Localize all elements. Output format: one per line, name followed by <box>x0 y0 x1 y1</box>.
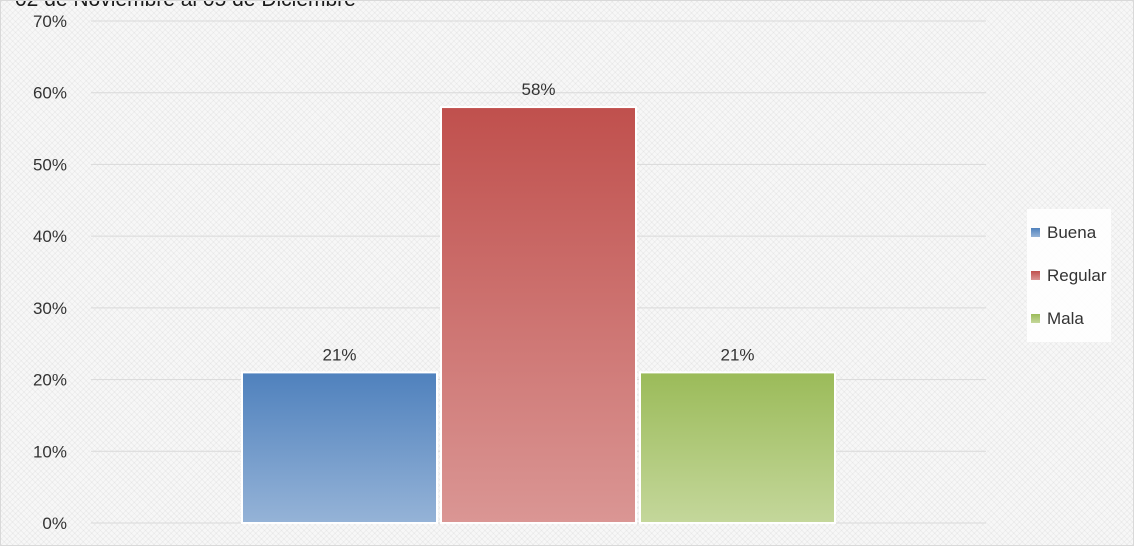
legend-item-mala: Mala <box>1031 297 1107 340</box>
y-tick-label: 60% <box>33 84 67 103</box>
chart-title: 02 de Noviembre al 05 de Diciembre <box>15 1 356 12</box>
y-tick-label: 10% <box>33 442 67 461</box>
legend-swatch <box>1031 271 1040 280</box>
legend: Buena Regular Mala <box>1027 209 1111 342</box>
y-tick-label: 30% <box>33 299 67 318</box>
bar-regular <box>440 106 637 525</box>
legend-item-regular: Regular <box>1031 254 1107 297</box>
legend-item-buena: Buena <box>1031 211 1107 254</box>
y-tick-label: 20% <box>33 371 67 390</box>
data-label-mala: 21% <box>720 345 754 364</box>
y-tick-label: 40% <box>33 227 67 246</box>
legend-swatch <box>1031 228 1040 237</box>
y-tick-label: 50% <box>33 155 67 174</box>
legend-label: Mala <box>1047 308 1084 328</box>
legend-label: Buena <box>1047 222 1097 242</box>
legend-label: Regular <box>1047 265 1107 285</box>
data-label-regular: 58% <box>521 80 555 99</box>
legend-swatch <box>1031 314 1040 323</box>
y-tick-label: 70% <box>33 12 67 31</box>
data-label-buena: 21% <box>322 345 356 364</box>
y-tick-label: 0% <box>42 514 67 533</box>
bar-buena <box>241 371 438 524</box>
bar-mala <box>639 371 836 524</box>
